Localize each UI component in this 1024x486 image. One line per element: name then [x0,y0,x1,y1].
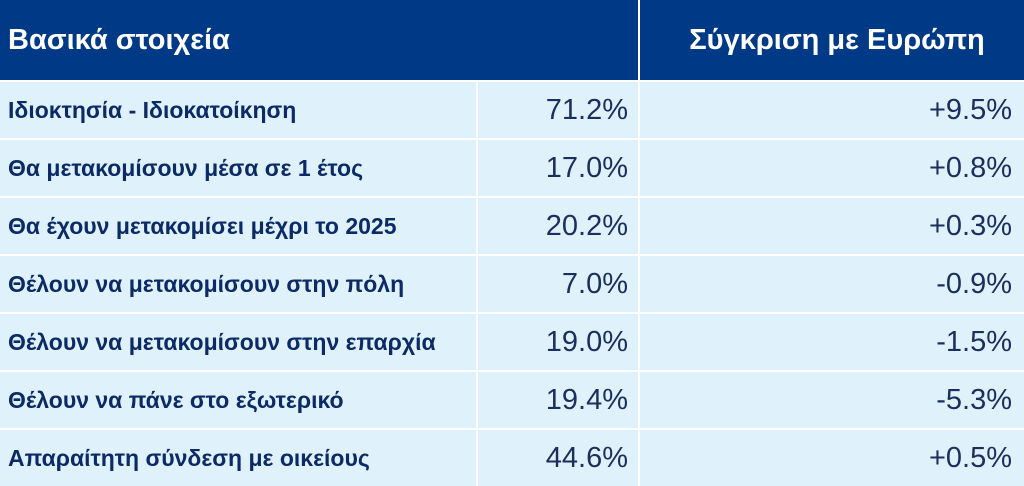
row-value: 17.0% [478,140,638,196]
header-key-data: Βασικά στοιχεία [0,0,638,80]
row-value: 19.4% [478,372,638,428]
row-value: 71.2% [478,82,638,138]
row-label: Ιδιοκτησία - Ιδιοκατοίκηση [0,82,476,138]
row-comparison: -0.9% [640,256,1024,312]
row-comparison: -5.3% [640,372,1024,428]
row-value: 20.2% [478,198,638,254]
row-comparison: +0.8% [640,140,1024,196]
row-label: Θα έχουν μετακομίσει μέχρι το 2025 [0,198,476,254]
row-comparison: +0.5% [640,430,1024,486]
row-comparison: -1.5% [640,314,1024,370]
row-label: Θέλουν να πάνε στο εξωτερικό [0,372,476,428]
row-value: 44.6% [478,430,638,486]
row-label: Θέλουν να μετακομίσουν στην πόλη [0,256,476,312]
row-label: Απαραίτητη σύνδεση με οικείους [0,430,476,486]
row-comparison: +0.3% [640,198,1024,254]
row-label: Θα μετακομίσουν μέσα σε 1 έτος [0,140,476,196]
row-label: Θέλουν να μετακομίσουν στην επαρχία [0,314,476,370]
row-value: 19.0% [478,314,638,370]
row-value: 7.0% [478,256,638,312]
row-comparison: +9.5% [640,82,1024,138]
header-europe-comparison: Σύγκριση με Ευρώπη [640,0,1024,80]
